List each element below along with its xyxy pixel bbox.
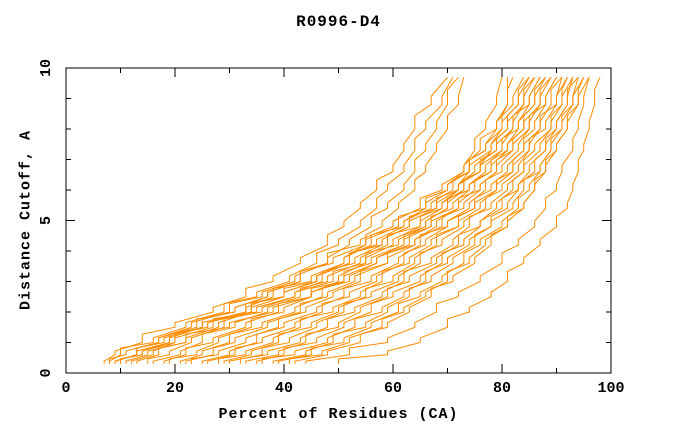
model-curve <box>256 77 574 364</box>
y-tick-label: 0 <box>38 368 55 377</box>
x-tick-label: 20 <box>166 380 184 397</box>
model-curve <box>261 76 579 364</box>
model-curve <box>109 76 459 364</box>
model-curve <box>114 77 503 364</box>
model-curve <box>229 76 568 364</box>
model-curve <box>305 77 590 364</box>
model-curve <box>272 77 579 364</box>
model-curve <box>218 76 563 364</box>
model-curve <box>130 76 530 364</box>
model-curve <box>201 76 557 364</box>
model-curve <box>278 76 585 364</box>
x-tick-label: 80 <box>493 380 511 397</box>
model-curve <box>163 76 541 364</box>
x-axis-title: Percent of Residues (CA) <box>218 406 459 423</box>
model-curve <box>169 76 546 364</box>
x-tick-label: 0 <box>61 380 70 397</box>
model-curve <box>245 76 574 364</box>
model-curve <box>114 76 525 364</box>
model-curve <box>120 76 530 364</box>
chart-title: R0996-D4 <box>296 13 381 31</box>
x-tick-label: 60 <box>384 380 402 397</box>
x-tick-label: 100 <box>597 380 624 397</box>
y-tick-label: 10 <box>38 59 55 77</box>
y-axis-title: Distance Cutoff, A <box>17 129 35 311</box>
model-curve <box>103 76 448 364</box>
model-curve <box>288 76 585 364</box>
model-curve <box>338 76 601 364</box>
model-curve <box>109 76 454 364</box>
model-curve <box>207 76 557 364</box>
x-tick-label: 40 <box>275 380 293 397</box>
y-tick-label: 5 <box>38 216 55 225</box>
model-curve <box>179 76 547 364</box>
model-curve <box>294 76 590 364</box>
model-curve <box>239 76 568 364</box>
